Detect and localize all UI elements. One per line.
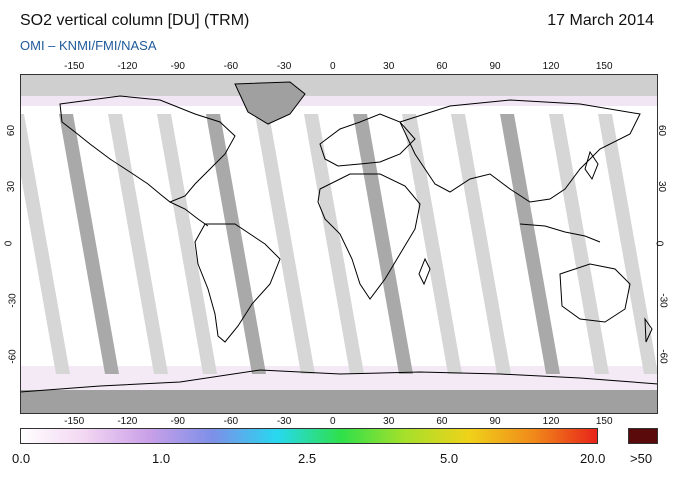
australia-outline [559, 263, 631, 323]
greenland-outline [234, 81, 306, 125]
north-america-outline [59, 95, 236, 203]
map-title: SO2 vertical column [DU] (TRM) [20, 12, 250, 29]
swath-gap [157, 114, 217, 374]
arctic-nodata [20, 74, 658, 96]
lat-tick-left: -60 [7, 349, 19, 365]
lat-tick-right: 60 [656, 124, 668, 136]
noise-band-north [20, 96, 658, 106]
lat-tick-left: -30 [7, 292, 19, 308]
indonesia-outline [519, 223, 601, 243]
antarctic-nodata [20, 390, 658, 414]
lon-tick-top: -30 [276, 61, 292, 72]
swath-gap [10, 114, 70, 374]
colorbar-label-2: 2.5 [298, 451, 317, 466]
swath-gap [206, 114, 266, 374]
swath-gap [255, 114, 315, 374]
map-svg [10, 74, 659, 414]
colorbar-label-3: 5.0 [440, 451, 459, 466]
swath-gap [353, 114, 413, 374]
colorbar-overflow [628, 428, 658, 444]
south-america-outline [194, 223, 281, 343]
lon-tick-bottom: -90 [170, 416, 185, 427]
new-zealand-outline [644, 317, 653, 343]
swath-gaps [10, 114, 658, 374]
lon-tick-top: 90 [489, 61, 501, 72]
lon-tick-top: 30 [383, 61, 395, 72]
world-map [10, 74, 659, 414]
lon-tick-bottom: 150 [595, 416, 613, 427]
lon-tick-top: 120 [542, 61, 560, 72]
lon-tick-bottom: -60 [223, 416, 239, 427]
lat-tick-left: 0 [3, 240, 15, 247]
lon-tick-bottom: -150 [64, 416, 85, 427]
lon-tick-top: 0 [330, 61, 336, 72]
lat-tick-left: 60 [6, 124, 18, 136]
lat-tick-right: 30 [656, 181, 668, 193]
madagascar-outline [418, 257, 431, 286]
colorbar-label-4: 20.0 [580, 451, 606, 466]
lon-tick-bottom: 120 [542, 416, 560, 427]
lon-tick-top: -120 [117, 61, 138, 72]
swath-gap [598, 114, 658, 374]
colorbar [20, 428, 598, 444]
lon-tick-bottom: 60 [436, 416, 448, 427]
africa-outline [317, 173, 421, 300]
lon-tick-top: 60 [436, 61, 448, 72]
central-america-outline [169, 201, 209, 227]
swath-gap [500, 114, 560, 374]
data-credit: OMI – KNMI/FMI/NASA [20, 38, 157, 53]
lon-tick-bottom: 0 [330, 416, 336, 427]
europe-outline [319, 113, 416, 167]
swath-gap [304, 114, 364, 374]
lat-tick-right: -30 [657, 292, 669, 308]
swath-gap [59, 114, 119, 374]
lon-tick-top: -60 [223, 61, 239, 72]
colorbar-label-5: >50 [630, 451, 653, 466]
lon-tick-bottom: 30 [383, 416, 395, 427]
lon-tick-bottom: -120 [117, 416, 138, 427]
swath-gap [108, 114, 168, 374]
map-frame [20, 74, 658, 414]
lon-tick-top: 150 [595, 61, 613, 72]
asia-outline [399, 99, 641, 203]
lon-tick-bottom: 90 [489, 416, 501, 427]
lon-tick-bottom: -30 [276, 416, 292, 427]
lat-tick-left: 30 [6, 181, 18, 193]
antarctica-outline [19, 369, 659, 393]
japan-outline [584, 150, 599, 181]
map-date: 17 March 2014 [547, 12, 654, 29]
lat-tick-right: 0 [653, 240, 665, 247]
swath-gap [402, 114, 462, 374]
lon-tick-top: -150 [64, 61, 85, 72]
swath-gap [451, 114, 511, 374]
swath-gap [549, 114, 609, 374]
lon-tick-top: -90 [170, 61, 185, 72]
coastlines [19, 81, 659, 393]
lat-tick-right: -60 [657, 349, 669, 365]
colorbar-label-1: 1.0 [152, 451, 171, 466]
colorbar-label-0: 0.0 [12, 451, 31, 466]
